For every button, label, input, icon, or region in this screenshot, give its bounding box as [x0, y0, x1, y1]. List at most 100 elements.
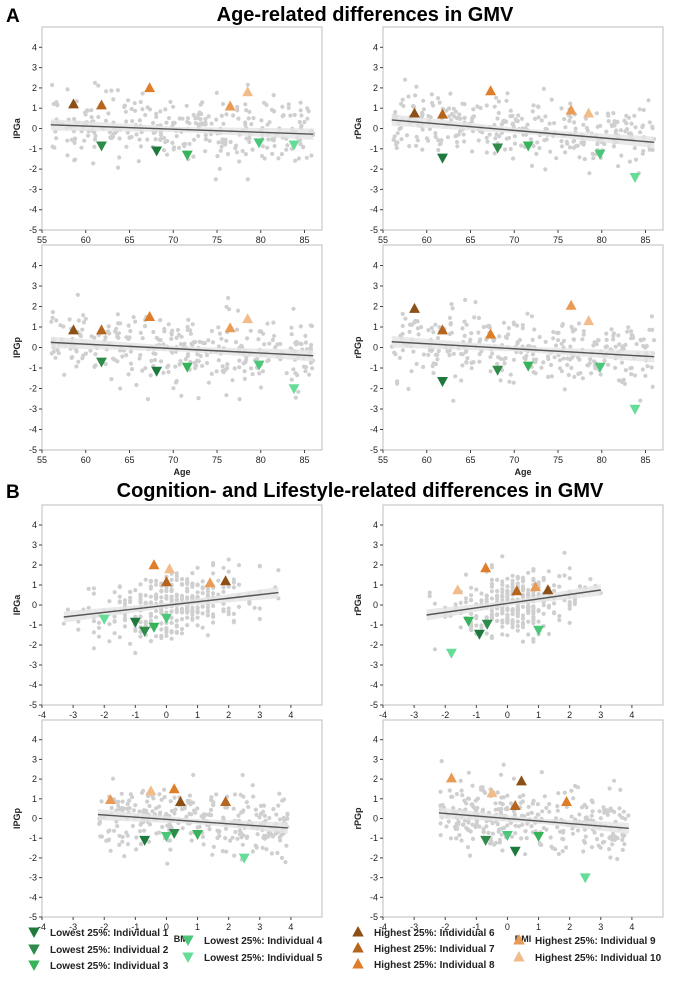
- participant-point: [633, 125, 638, 130]
- participant-point: [536, 812, 541, 817]
- participant-point: [246, 804, 251, 810]
- participant-point: [511, 380, 516, 385]
- participant-point: [61, 621, 66, 626]
- participant-point: [551, 336, 556, 341]
- participant-point: [217, 331, 222, 336]
- participant-point: [406, 386, 411, 392]
- participant-point: [515, 619, 520, 624]
- participant-point: [92, 364, 97, 369]
- participant-point: [500, 624, 505, 629]
- participant-point: [134, 847, 139, 852]
- participant-point: [200, 591, 205, 596]
- participant-point: [234, 150, 239, 155]
- participant-point: [260, 369, 265, 374]
- participant-point: [508, 801, 514, 806]
- y-tick-label: 4: [373, 520, 378, 530]
- participant-point: [226, 612, 231, 617]
- participant-point: [207, 138, 212, 143]
- participant-point: [454, 836, 459, 841]
- participant-point: [493, 136, 498, 141]
- participant-point: [251, 794, 256, 799]
- x-tick-label: -4: [379, 710, 387, 720]
- participant-point: [455, 826, 460, 831]
- participant-point: [203, 812, 208, 817]
- participant-point: [151, 120, 156, 126]
- participant-point: [106, 324, 111, 329]
- participant-point: [203, 133, 208, 138]
- participant-point: [243, 152, 248, 157]
- individual-2-marker: [96, 357, 107, 368]
- participant-point: [246, 116, 251, 121]
- participant-point: [647, 327, 652, 332]
- participant-point: [513, 831, 518, 836]
- participant-point: [193, 810, 198, 815]
- participant-point: [406, 94, 411, 99]
- participant-point: [221, 609, 226, 614]
- participant-point: [554, 343, 559, 348]
- participant-point: [495, 116, 500, 121]
- individual-1-marker: [151, 146, 163, 157]
- y-tick-label: 0: [373, 343, 378, 353]
- participant-point: [562, 790, 567, 795]
- participant-point: [460, 793, 465, 798]
- participant-point: [138, 842, 143, 847]
- participant-point: [414, 143, 419, 148]
- regression-line: [391, 119, 655, 144]
- participant-point: [488, 369, 493, 374]
- participant-point: [429, 92, 434, 97]
- participant-point: [143, 601, 148, 606]
- participant-point: [267, 120, 272, 125]
- participant-point: [515, 628, 520, 633]
- x-axis-label: BMI: [174, 934, 191, 944]
- participant-point: [279, 855, 285, 861]
- participant-point: [166, 369, 171, 375]
- participant-point: [81, 313, 86, 318]
- participant-point: [187, 811, 192, 816]
- individual-6-marker: [409, 107, 420, 118]
- participant-point: [400, 311, 405, 316]
- participant-point: [531, 103, 536, 108]
- participant-point: [241, 808, 246, 813]
- participant-point: [298, 324, 303, 329]
- participant-point: [508, 108, 513, 113]
- y-tick-label: 4: [32, 42, 37, 52]
- participant-point: [633, 157, 639, 162]
- participant-point: [271, 320, 276, 325]
- legend-label: Lowest 25%: Individual 1: [50, 928, 169, 939]
- participant-point: [232, 366, 237, 371]
- participant-point: [247, 109, 252, 114]
- participant-point: [195, 610, 200, 615]
- participant-point: [193, 116, 198, 121]
- individual-9-marker: [204, 577, 216, 588]
- participant-point: [148, 579, 153, 584]
- participant-point: [462, 115, 467, 120]
- participant-point: [138, 822, 143, 827]
- participant-point: [577, 584, 583, 589]
- participant-point: [195, 590, 200, 595]
- participant-point: [416, 332, 421, 337]
- participant-point: [500, 593, 505, 599]
- individual-4-marker: [253, 360, 265, 371]
- participant-point: [185, 116, 191, 121]
- participant-point: [195, 806, 200, 811]
- participant-point: [125, 842, 131, 847]
- participant-point: [500, 587, 505, 592]
- participant-point: [591, 343, 596, 348]
- participant-point: [148, 600, 153, 605]
- participant-point: [210, 340, 216, 345]
- participant-point: [467, 853, 473, 858]
- participant-point: [304, 155, 309, 160]
- participant-point: [117, 136, 122, 141]
- individual-2-marker: [139, 626, 151, 637]
- participant-point: [448, 91, 453, 96]
- participant-point: [166, 322, 171, 327]
- participant-point: [126, 98, 131, 103]
- participant-point: [257, 606, 262, 611]
- participant-point: [507, 379, 512, 384]
- participant-point: [179, 626, 185, 632]
- participant-point: [420, 147, 425, 152]
- individual-1-marker: [129, 617, 141, 628]
- participant-point: [257, 815, 262, 820]
- x-tick-label: 80: [256, 235, 266, 245]
- participant-point: [299, 113, 304, 118]
